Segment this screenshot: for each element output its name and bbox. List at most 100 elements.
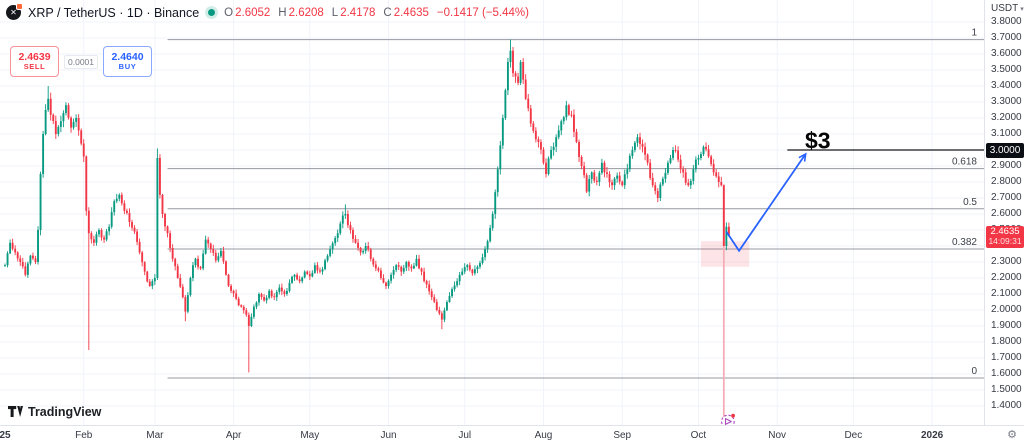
fib-label: 0 xyxy=(971,366,977,377)
candle-body xyxy=(641,143,644,147)
candle-body xyxy=(644,146,647,155)
candle-body xyxy=(656,190,659,198)
price-tick: 2.6000 xyxy=(991,208,1022,219)
candle-body xyxy=(14,248,17,253)
candle-body xyxy=(476,266,479,270)
time-axis[interactable]: ⚙ 25 Feb Mar Apr May Jun Jul Aug Sep Oct Nov Dec 202… xyxy=(0,425,1024,444)
candle-body xyxy=(649,162,652,178)
candle-body xyxy=(321,269,324,272)
candle-body xyxy=(158,158,161,195)
candle-body xyxy=(331,243,334,250)
candle-body xyxy=(100,230,103,238)
open-value: 2.6052 xyxy=(235,6,271,19)
candle-body xyxy=(697,158,700,160)
candle-body xyxy=(694,159,697,170)
candle-body xyxy=(34,258,37,262)
candle-body xyxy=(466,265,469,268)
price-chart-canvas[interactable]: 1 0.618 0.5 0.382 0 $3 xyxy=(0,0,984,429)
candle-body xyxy=(207,239,210,244)
candle-body xyxy=(712,163,715,173)
candle-body xyxy=(593,172,596,181)
candle-body xyxy=(420,268,423,272)
highlight-zone xyxy=(700,241,750,267)
candle-body xyxy=(423,271,426,282)
candle-body xyxy=(308,274,311,277)
gear-icon[interactable]: ⚙ xyxy=(1007,429,1017,441)
candle-body xyxy=(268,290,271,298)
candle-body xyxy=(692,169,695,181)
price-tick: 3.8000 xyxy=(991,16,1022,27)
axis-currency-toggle[interactable]: USDT ▾ xyxy=(991,3,1024,14)
candle-body xyxy=(402,267,405,272)
close-value: 2.4635 xyxy=(393,6,429,19)
candle-body xyxy=(560,121,563,131)
price-tick: 1.7000 xyxy=(991,352,1022,363)
candle-body xyxy=(98,230,100,235)
buy-button[interactable]: 2.4640 BUY xyxy=(103,46,152,77)
candle-body xyxy=(725,226,728,246)
candle-body xyxy=(252,306,255,317)
candle-body xyxy=(146,271,149,282)
candle-body xyxy=(367,246,370,250)
candle-body xyxy=(4,265,6,267)
symbol-title[interactable]: XRP / TetherUS · 1D · Binance xyxy=(28,5,200,20)
candle-body xyxy=(407,262,410,267)
price-line-label: 3.0000 xyxy=(986,143,1024,158)
candle-body xyxy=(575,131,578,142)
price-tick: 2.7000 xyxy=(991,192,1022,203)
candle-body xyxy=(39,174,42,230)
candle-body xyxy=(49,98,52,115)
tradingview-logo-text: TradingView xyxy=(28,404,102,419)
candle-body xyxy=(247,314,250,326)
bar-countdown: 14:09:31 xyxy=(988,236,1022,247)
tradingview-logo-icon xyxy=(8,406,23,417)
fib-label: 0.618 xyxy=(952,157,977,168)
candle-body xyxy=(349,225,352,230)
candle-body xyxy=(425,281,428,285)
target-arrow xyxy=(725,152,807,253)
candle-body xyxy=(217,256,220,261)
candle-body xyxy=(565,105,568,118)
price-tick: 2.3000 xyxy=(991,256,1022,267)
candle-body xyxy=(588,179,591,192)
time-tick: Jul xyxy=(458,430,472,441)
candle-body xyxy=(9,242,12,254)
candle-body xyxy=(344,214,347,216)
price-axis[interactable]: USDT ▾ 3.8000 3.7000 3.6000 3.5000 3.4000 3.3… xyxy=(984,0,1024,425)
candle-body xyxy=(390,274,393,281)
ohlc-readout: O 2.6052 H 2.6208 L 2.4178 C 2.4635 −0.1417 … xyxy=(224,7,529,19)
candle-body xyxy=(26,263,29,275)
candle-body xyxy=(275,291,278,298)
currency-label: USDT xyxy=(991,3,1019,14)
last-price-value: 2.4635 xyxy=(990,225,1020,237)
candle-body xyxy=(491,214,494,228)
candle-body xyxy=(443,310,446,320)
candle-body xyxy=(633,142,636,150)
candle-body xyxy=(631,150,634,156)
candle-body xyxy=(59,121,62,127)
candle-body xyxy=(16,252,19,259)
candle-body xyxy=(613,178,616,186)
candle-body xyxy=(598,172,601,182)
candle-body xyxy=(219,250,222,257)
candle-body xyxy=(651,177,654,186)
candle-body xyxy=(260,294,263,298)
candle-body xyxy=(359,247,362,253)
tradingview-logo[interactable]: TradingView xyxy=(8,404,101,419)
candle-body xyxy=(471,269,474,274)
candle-body xyxy=(156,158,159,278)
price-tick: 2.2000 xyxy=(991,272,1022,283)
candle-body xyxy=(395,265,398,270)
candle-body xyxy=(456,281,459,286)
candle-body xyxy=(169,233,172,249)
fib-label: 1 xyxy=(971,28,977,39)
sell-button[interactable]: 2.4639 SELL xyxy=(10,46,59,77)
candle-body xyxy=(125,210,128,213)
candle-body xyxy=(296,274,299,280)
price-tick: 3.5000 xyxy=(991,64,1022,75)
time-tick: May xyxy=(300,430,320,441)
candle-body xyxy=(400,266,403,272)
candle-body xyxy=(555,137,558,147)
price-tick: 2.9000 xyxy=(991,160,1022,171)
candle-body xyxy=(95,234,98,243)
